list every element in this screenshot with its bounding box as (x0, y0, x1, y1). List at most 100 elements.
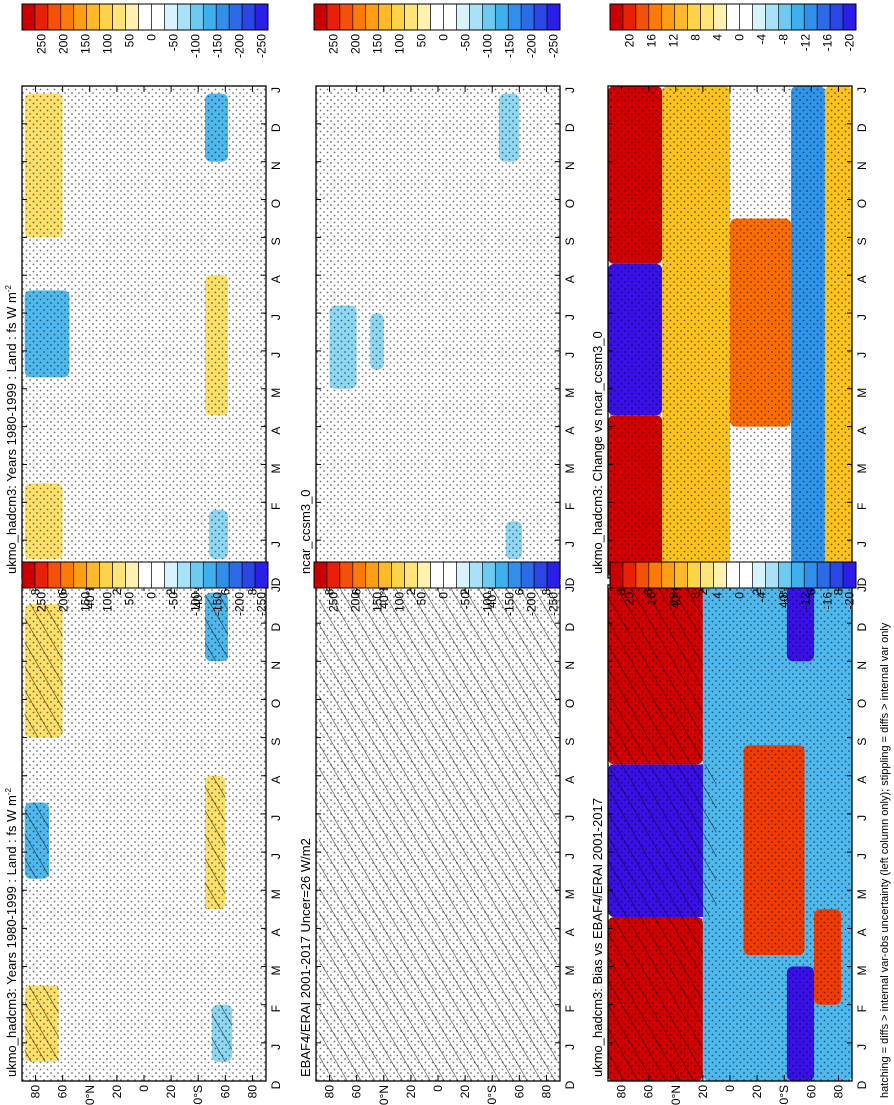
panel-bias: 80 60 40°N 20 0 20 40°S 60 80 DJFMAMJJASONDJukmo_… (590, 584, 869, 1105)
colorbar-label: 16 (644, 592, 658, 606)
lat-tick-label: 40°N (669, 1085, 683, 1105)
colorbar-label: 100 (100, 34, 114, 54)
month-tick-label: A (269, 776, 283, 784)
colorbar-swatch (469, 3, 483, 31)
month-tick-label: M (855, 966, 869, 976)
colorbar-label: 200 (348, 34, 362, 54)
colorbar-swatch (661, 3, 676, 31)
lat-tick-label: 80 (615, 1085, 629, 1099)
month-tick-label: A (563, 275, 577, 283)
colorbar-swatch (177, 561, 191, 589)
month-tick-label: M (563, 966, 577, 976)
colorbar-swatch (352, 561, 367, 589)
month-tick-label: J (269, 314, 283, 320)
colorbar-label: -20 (843, 34, 857, 52)
colorbar-frame (609, 561, 857, 589)
colorbar-label: 250 (34, 34, 48, 54)
lat-tick-label: 40°N (377, 1085, 391, 1105)
month-tick-label: F (855, 1005, 869, 1012)
colorbar-swatch (713, 3, 727, 31)
colorbar-swatch (99, 3, 113, 31)
panel-title-superscript: -2 (4, 284, 13, 292)
colorbar-label: -8 (776, 34, 790, 45)
colorbar-label: 4 (710, 34, 724, 41)
month-tick-label: A (269, 275, 283, 283)
month-tick-label: J (563, 1044, 577, 1050)
colorbar-swatch (816, 3, 831, 31)
colorbar-model_left: 250 200 150 100 50 0 -50 -100 -150 -200 -250 (21, 561, 269, 616)
month-tick-label: F (855, 503, 869, 510)
colorbar-swatch (816, 561, 831, 589)
colorbar-label: -4 (754, 592, 768, 603)
colorbar-swatch (365, 561, 380, 589)
month-tick-label: J (563, 541, 577, 547)
colorbar-swatch (687, 3, 701, 31)
lat-tick-label: 60 (56, 1085, 70, 1099)
colorbar-swatch (790, 561, 805, 589)
colorbar-label: -250 (547, 34, 561, 58)
colorbar-label: -150 (211, 592, 225, 616)
colorbar-label: -200 (233, 592, 247, 616)
colorbar-swatch (469, 561, 483, 589)
stippling (608, 86, 852, 578)
lat-tick-label: 40°S (191, 582, 205, 608)
colorbar-swatch (151, 561, 165, 589)
month-tick-label: A (855, 776, 869, 784)
month-tick-label: O (563, 699, 577, 708)
month-tick-label: J (855, 541, 869, 547)
colorbar-swatch (378, 561, 392, 589)
colorbar-label: -12 (799, 592, 813, 610)
hatching (608, 764, 717, 917)
colorbar-swatch (112, 561, 126, 589)
colorbar-swatch (622, 3, 637, 31)
month-tick-label: M (563, 889, 577, 899)
month-tick-label: O (269, 199, 283, 208)
month-tick-label: D (269, 577, 283, 586)
month-tick-label: M (269, 388, 283, 398)
colorbar-label: -250 (547, 592, 561, 616)
month-tick-label: J (269, 815, 283, 821)
colorbar-change: 20 16 12 8 4 0 -4 -8 -12 -16 -20 (609, 3, 857, 52)
colorbar-obs: 250 200 150 100 50 0 -50 -100 -150 -200 -250 (313, 561, 561, 616)
colorbar-swatch (648, 561, 663, 589)
colorbar-frame (313, 3, 561, 31)
colorbar-swatch (47, 561, 62, 589)
month-tick-label: J (855, 815, 869, 821)
colorbar-label: -4 (754, 34, 768, 45)
colorbar-swatch (60, 561, 75, 589)
colorbar-swatch (254, 3, 269, 31)
month-tick-label: A (563, 776, 577, 784)
lat-tick-label: 80 (29, 1085, 43, 1099)
colorbar-swatch (228, 3, 243, 31)
month-tick-label: J (563, 853, 577, 859)
colorbar-swatch (254, 561, 269, 589)
month-tick-label: J (855, 314, 869, 320)
panel-title: ncar_ccsm3_0 (298, 489, 313, 574)
colorbar-swatch (177, 3, 191, 31)
colorbar-swatch (34, 3, 49, 31)
colorbar-frame (313, 561, 561, 589)
hatching (211, 1004, 233, 1062)
footnote: hatching = diffs > internal var-obs unce… (879, 622, 891, 1098)
colorbar-swatch (339, 3, 354, 31)
month-tick-label: N (269, 661, 283, 670)
month-tick-label: M (269, 889, 283, 899)
lat-tick-label: 80 (245, 1085, 259, 1099)
month-tick-label: D (563, 123, 577, 132)
colorbar-label: 150 (370, 34, 384, 54)
month-tick-label: O (269, 699, 283, 708)
colorbar-swatch (687, 561, 701, 589)
lat-tick-label: 40°S (191, 1085, 205, 1105)
month-tick-label: F (563, 503, 577, 510)
colorbar-swatch (190, 561, 204, 589)
month-tick-label: J (269, 586, 283, 592)
month-tick-label: J (269, 87, 283, 93)
colorbar-label: -16 (821, 34, 835, 52)
colorbar-swatch (482, 561, 496, 589)
colorbar-swatch (700, 3, 714, 31)
month-tick-label: J (563, 87, 577, 93)
month-tick-label: F (563, 1005, 577, 1012)
colorbar-swatch (622, 561, 637, 589)
colorbar-label: -8 (776, 592, 790, 603)
lat-tick-label: 20 (164, 1085, 178, 1099)
